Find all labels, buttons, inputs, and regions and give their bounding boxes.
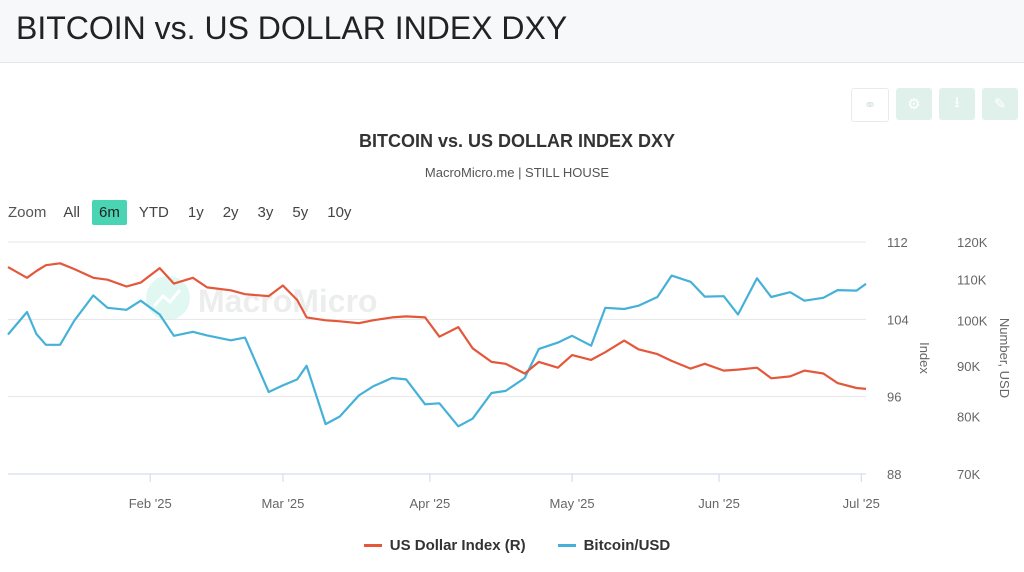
y-axis-index: 88 96 104 112 (887, 235, 909, 482)
chart-toolbar: ⚭ ⚙ ⭳ ✎ (851, 88, 1018, 122)
legend-swatch-dxy (363, 544, 382, 547)
watermark-logo-icon (146, 276, 190, 320)
zoom-all-button[interactable]: All (63, 204, 81, 221)
grid-layer (8, 241, 866, 475)
download-button[interactable]: ⭳ (939, 88, 975, 120)
y-tick-label: 100K (957, 313, 988, 328)
zoom-3y-button[interactable]: 3y (257, 204, 274, 221)
y-axis-usd-title: Number, USD (997, 318, 1012, 398)
y-tick-label: 80K (957, 410, 980, 425)
zoom-bar: Zoom All 6m YTD 1y 2y 3y 5y 10y (8, 200, 363, 225)
x-tick-label: Jun '25 (698, 496, 740, 511)
legend-item-dxy[interactable]: US Dollar Index (R) (363, 537, 526, 554)
settings-button[interactable]: ⚙ (896, 88, 932, 120)
chart-title: BITCOIN vs. US DOLLAR INDEX DXY (358, 131, 676, 151)
zoom-10y-button[interactable]: 10y (327, 204, 352, 221)
share-button[interactable]: ⚭ (851, 88, 889, 122)
zoom-5y-button[interactable]: 5y (292, 204, 309, 221)
zoom-1y-button[interactable]: 1y (187, 204, 204, 221)
watermark-logo-mark (152, 289, 182, 308)
watermark-text: MacroMicro (198, 283, 378, 319)
y-tick-label: 88 (887, 467, 901, 482)
share-icon: ⚭ (863, 97, 877, 114)
legend-label-btc: Bitcoin/USD (583, 537, 671, 554)
zoom-label: Zoom (8, 204, 47, 221)
y-axis-index-title: Index (917, 342, 932, 374)
legend-swatch-btc (557, 544, 576, 547)
legend-item-btc[interactable]: Bitcoin/USD (557, 537, 671, 554)
y-tick-label: 90K (957, 359, 980, 374)
y-axis-usd: 70K 80K 90K 100K 110K 120K (957, 235, 988, 482)
edit-button[interactable]: ✎ (982, 88, 1018, 120)
y-tick-label: 112 (887, 235, 908, 250)
y-tick-label: 104 (887, 312, 909, 327)
x-tick-label: Feb '25 (129, 496, 172, 511)
x-tick-label: Apr '25 (409, 496, 450, 511)
series-layer (7, 262, 867, 428)
zoom-2y-button[interactable]: 2y (222, 204, 239, 221)
x-axis: Feb '25 Mar '25 Apr '25 May '25 Jun '25 Jul '… (8, 473, 880, 511)
chart-subtitle: MacroMicro.me | STILL HOUSE (424, 165, 610, 180)
series-line-dxy (7, 262, 867, 390)
series-line-bitcoin (7, 274, 867, 428)
y-tick-label: 120K (957, 235, 988, 250)
page-title: BITCOIN vs. US DOLLAR INDEX DXY (16, 10, 568, 46)
page-header: BITCOIN vs. US DOLLAR INDEX DXY (0, 0, 1024, 63)
x-tick-label: Jul '25 (843, 496, 880, 511)
y-tick-label: 70K (957, 467, 980, 482)
x-tick-label: Mar '25 (261, 496, 304, 511)
zoom-ytd-button[interactable]: YTD (138, 204, 169, 221)
y-tick-label: 96 (887, 390, 901, 405)
y-tick-label: 110K (957, 272, 987, 287)
gear-icon: ⚙ (907, 96, 921, 113)
pencil-icon: ✎ (993, 96, 1007, 113)
legend: US Dollar Index (R) Bitcoin/USD (0, 537, 1024, 554)
x-tick-label: May '25 (550, 496, 595, 511)
zoom-6m-button[interactable]: 6m (92, 200, 127, 225)
download-icon: ⭳ (954, 93, 960, 111)
legend-label-dxy: US Dollar Index (R) (389, 537, 526, 554)
